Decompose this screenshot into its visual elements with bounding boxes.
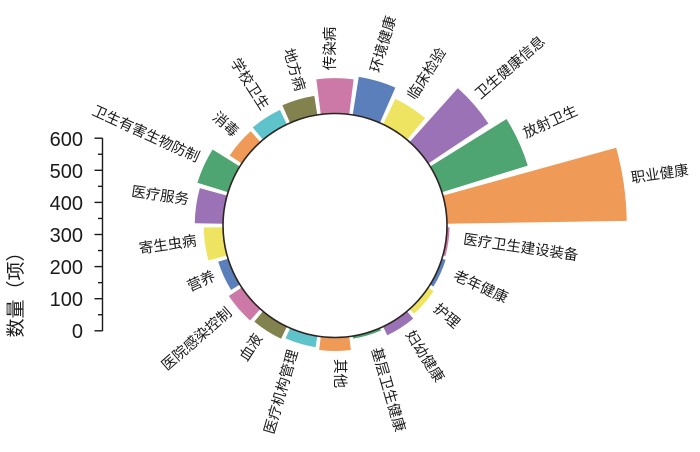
svg-text:卫生有害生物防制: 卫生有害生物防制	[89, 102, 202, 166]
svg-text:地方病: 地方病	[280, 46, 309, 93]
svg-text:基层卫生健康: 基层卫生健康	[368, 346, 409, 434]
svg-text:医院感染控制: 医院感染控制	[158, 304, 235, 374]
svg-text:职业健康: 职业健康	[630, 162, 690, 187]
svg-text:妇幼健康: 妇幼健康	[402, 328, 448, 386]
svg-text:医疗卫生建设装备: 医疗卫生建设装备	[462, 231, 580, 264]
svg-text:200: 200	[50, 257, 83, 279]
svg-text:放射卫生: 放射卫生	[521, 102, 581, 142]
svg-text:学校卫生: 学校卫生	[227, 55, 273, 113]
svg-text:老年健康: 老年健康	[451, 267, 511, 307]
svg-text:寄生虫病: 寄生虫病	[138, 231, 198, 257]
svg-text:其他: 其他	[331, 359, 348, 388]
svg-text:0: 0	[72, 321, 83, 343]
svg-text:数量（项）: 数量（项）	[5, 242, 27, 337]
svg-text:传染病: 传染病	[322, 27, 339, 71]
svg-text:医疗服务: 医疗服务	[130, 183, 190, 208]
svg-text:消毒: 消毒	[209, 109, 242, 141]
svg-text:血液: 血液	[236, 331, 266, 365]
svg-text:300: 300	[50, 225, 83, 247]
svg-text:500: 500	[50, 161, 83, 183]
svg-text:400: 400	[50, 193, 83, 215]
svg-text:护理: 护理	[430, 300, 463, 332]
svg-text:环境健康: 环境健康	[366, 14, 400, 75]
svg-text:卫生健康信息: 卫生健康信息	[472, 33, 549, 103]
svg-text:600: 600	[50, 129, 83, 151]
svg-text:100: 100	[50, 289, 83, 311]
svg-text:营养: 营养	[185, 268, 218, 296]
svg-text:临床检验: 临床检验	[404, 45, 450, 103]
svg-text:医疗机构管理: 医疗机构管理	[261, 347, 302, 436]
